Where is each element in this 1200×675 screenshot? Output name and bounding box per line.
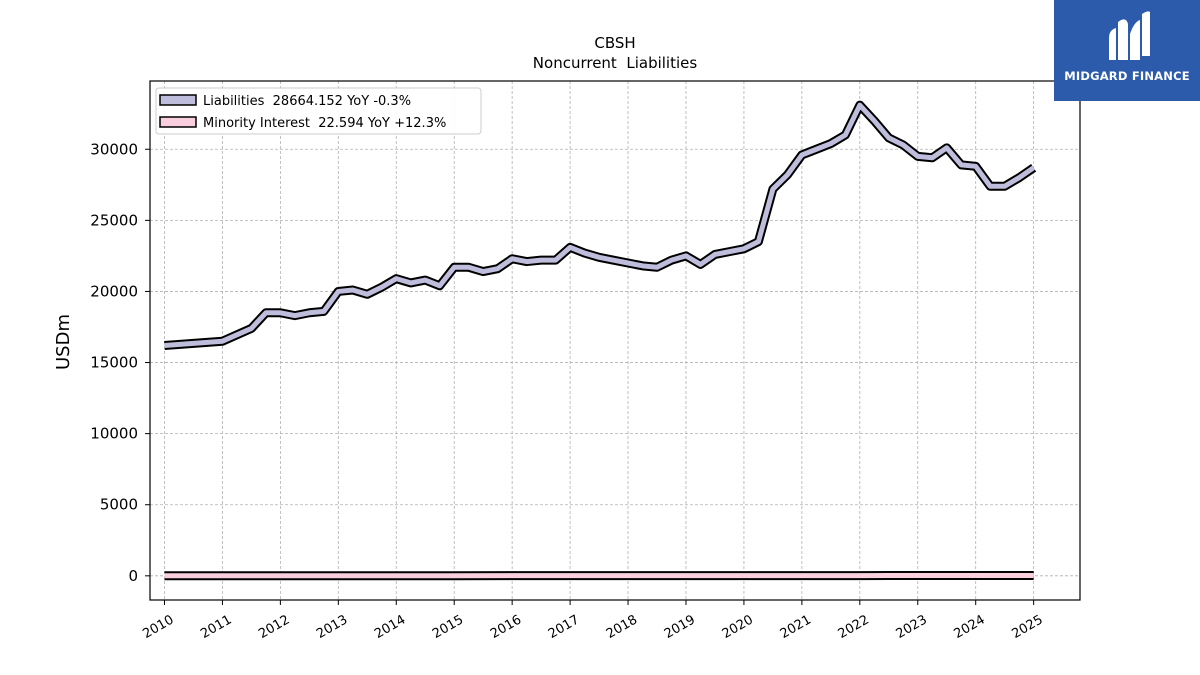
ticks: 0 5000 10000 15000 20000 25000 30000 2010 2011 20… bbox=[90, 140, 1045, 642]
legend-swatch-minority-interest bbox=[159, 116, 197, 128]
legend: Liabilities 28664.152 YoY -0.3% Minority… bbox=[155, 87, 482, 135]
x-tick-label: 2014 bbox=[372, 612, 408, 642]
y-tick-label: 15000 bbox=[90, 354, 138, 372]
plot-frame bbox=[149, 80, 1081, 601]
x-tick-label: 2020 bbox=[720, 612, 756, 642]
x-tick-label: 2021 bbox=[778, 612, 814, 642]
y-axis-label: USDm bbox=[53, 314, 74, 370]
y-tick-label: 0 bbox=[128, 567, 138, 585]
y-tick-label: 25000 bbox=[90, 211, 138, 229]
legend-label-minority-interest: Minority Interest 22.594 YoY +12.3% bbox=[203, 116, 446, 131]
brand-name: MIDGARD FINANCE bbox=[1064, 69, 1190, 83]
x-tick-label: 2016 bbox=[488, 612, 524, 642]
x-tick-label: 2017 bbox=[546, 612, 582, 642]
grid bbox=[150, 81, 1080, 600]
x-tick-label: 2011 bbox=[198, 612, 234, 642]
y-tick-label: 10000 bbox=[90, 425, 138, 443]
legend-frame bbox=[155, 87, 482, 135]
x-tick-label: 2022 bbox=[836, 612, 872, 642]
midgard-logo-icon bbox=[1109, 11, 1150, 60]
legend-label-liabilities: Liabilities 28664.152 YoY -0.3% bbox=[203, 94, 411, 109]
legend-swatch-liabilities bbox=[159, 94, 197, 106]
brand-logo: MIDGARD FINANCE bbox=[1054, 0, 1200, 101]
x-tick-label: 2024 bbox=[952, 612, 988, 642]
series-line-liabilities-outline bbox=[164, 100, 1037, 350]
x-tick-label: 2012 bbox=[256, 612, 292, 642]
x-tick-label: 2019 bbox=[662, 612, 698, 642]
x-tick-label: 2018 bbox=[604, 612, 640, 642]
x-tick-label: 2023 bbox=[894, 612, 930, 642]
x-tick-label: 2013 bbox=[314, 612, 350, 642]
x-tick-label: 2025 bbox=[1009, 612, 1045, 642]
x-tick-label: 2015 bbox=[430, 612, 466, 642]
y-tick-label: 20000 bbox=[90, 282, 138, 300]
x-tick-label: 2010 bbox=[140, 612, 176, 642]
series-layer bbox=[164, 100, 1037, 581]
y-tick-label: 5000 bbox=[100, 496, 138, 514]
y-tick-label: 30000 bbox=[90, 140, 138, 158]
chart-title: CBSH bbox=[594, 34, 635, 52]
series-line-liabilities bbox=[164, 102, 1036, 348]
chart-subtitle: Noncurrent Liabilities bbox=[533, 54, 698, 72]
